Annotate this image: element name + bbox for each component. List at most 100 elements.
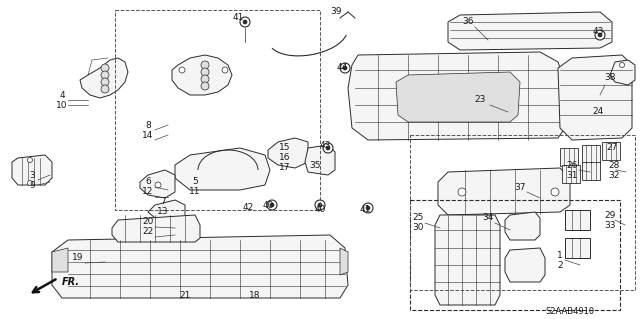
Polygon shape	[505, 248, 545, 282]
Polygon shape	[560, 148, 578, 166]
Text: 19: 19	[72, 254, 84, 263]
Text: 36: 36	[462, 18, 474, 26]
Circle shape	[222, 67, 228, 73]
Circle shape	[267, 200, 277, 210]
Text: 40: 40	[314, 205, 326, 214]
Bar	[410, 200, 620, 310]
Polygon shape	[565, 210, 590, 230]
Text: 33: 33	[604, 220, 616, 229]
Text: 9: 9	[29, 181, 35, 189]
Polygon shape	[52, 235, 348, 298]
Text: 2: 2	[557, 261, 563, 270]
Polygon shape	[148, 200, 185, 222]
Polygon shape	[12, 155, 52, 185]
Text: 20: 20	[142, 218, 154, 226]
Polygon shape	[448, 12, 612, 50]
Circle shape	[201, 75, 209, 83]
Circle shape	[270, 203, 274, 207]
Bar	[115, 10, 320, 210]
Circle shape	[28, 181, 33, 186]
Circle shape	[28, 158, 33, 162]
Text: 15: 15	[279, 144, 291, 152]
Text: 29: 29	[604, 211, 616, 219]
Text: 31: 31	[566, 170, 578, 180]
Polygon shape	[438, 168, 570, 215]
Text: 17: 17	[279, 164, 291, 173]
Circle shape	[595, 30, 605, 40]
Circle shape	[323, 143, 333, 153]
Text: 21: 21	[179, 291, 191, 300]
Circle shape	[598, 33, 602, 37]
Circle shape	[101, 71, 109, 79]
Polygon shape	[140, 170, 175, 198]
Circle shape	[155, 182, 161, 188]
Polygon shape	[305, 145, 335, 175]
Circle shape	[101, 64, 109, 72]
Circle shape	[551, 188, 559, 196]
Text: 13: 13	[157, 207, 169, 217]
Text: 23: 23	[474, 95, 486, 105]
Text: 37: 37	[515, 183, 525, 192]
Polygon shape	[610, 60, 635, 85]
Text: 35: 35	[309, 160, 321, 169]
Text: 3: 3	[29, 170, 35, 180]
Polygon shape	[582, 145, 600, 163]
Circle shape	[201, 68, 209, 76]
Polygon shape	[558, 55, 632, 140]
Text: 43: 43	[319, 140, 331, 150]
Circle shape	[179, 67, 185, 73]
Text: 28: 28	[608, 160, 620, 169]
Circle shape	[315, 200, 325, 210]
Circle shape	[201, 82, 209, 90]
Text: 39: 39	[330, 8, 342, 17]
Circle shape	[101, 78, 109, 86]
Text: 34: 34	[483, 213, 493, 222]
Text: 14: 14	[142, 130, 154, 139]
Text: 11: 11	[189, 188, 201, 197]
Text: 7: 7	[160, 197, 166, 206]
Text: 26: 26	[566, 160, 578, 169]
Polygon shape	[505, 212, 540, 240]
Text: 41: 41	[232, 13, 244, 23]
Circle shape	[343, 66, 347, 70]
Polygon shape	[565, 238, 590, 258]
Circle shape	[243, 20, 247, 24]
Text: 8: 8	[145, 121, 151, 130]
Circle shape	[318, 203, 322, 207]
Polygon shape	[340, 248, 348, 275]
Circle shape	[363, 203, 373, 213]
Polygon shape	[582, 162, 600, 180]
Circle shape	[620, 63, 625, 68]
Text: 22: 22	[142, 227, 154, 236]
Polygon shape	[348, 52, 568, 140]
Polygon shape	[562, 165, 580, 183]
Text: 25: 25	[412, 213, 424, 222]
Text: 27: 27	[606, 144, 618, 152]
Polygon shape	[396, 72, 520, 122]
Circle shape	[366, 206, 370, 210]
Polygon shape	[602, 142, 620, 160]
Circle shape	[340, 63, 350, 73]
Polygon shape	[175, 148, 270, 190]
Polygon shape	[435, 215, 500, 305]
Text: 43: 43	[592, 27, 604, 36]
Text: S2AAB4910: S2AAB4910	[545, 308, 595, 316]
Bar	[410, 135, 635, 290]
Text: 40: 40	[262, 201, 274, 210]
Circle shape	[240, 17, 250, 27]
Circle shape	[458, 188, 466, 196]
Text: 18: 18	[249, 291, 260, 300]
Circle shape	[326, 146, 330, 150]
Text: 10: 10	[56, 100, 68, 109]
Text: 1: 1	[557, 250, 563, 259]
Text: 42: 42	[243, 204, 253, 212]
Text: 16: 16	[279, 153, 291, 162]
Text: FR.: FR.	[62, 277, 80, 287]
Circle shape	[101, 85, 109, 93]
Polygon shape	[172, 55, 232, 95]
Polygon shape	[52, 248, 68, 272]
Text: 6: 6	[145, 177, 151, 187]
Text: 5: 5	[192, 177, 198, 187]
Text: 30: 30	[412, 224, 424, 233]
Circle shape	[201, 61, 209, 69]
